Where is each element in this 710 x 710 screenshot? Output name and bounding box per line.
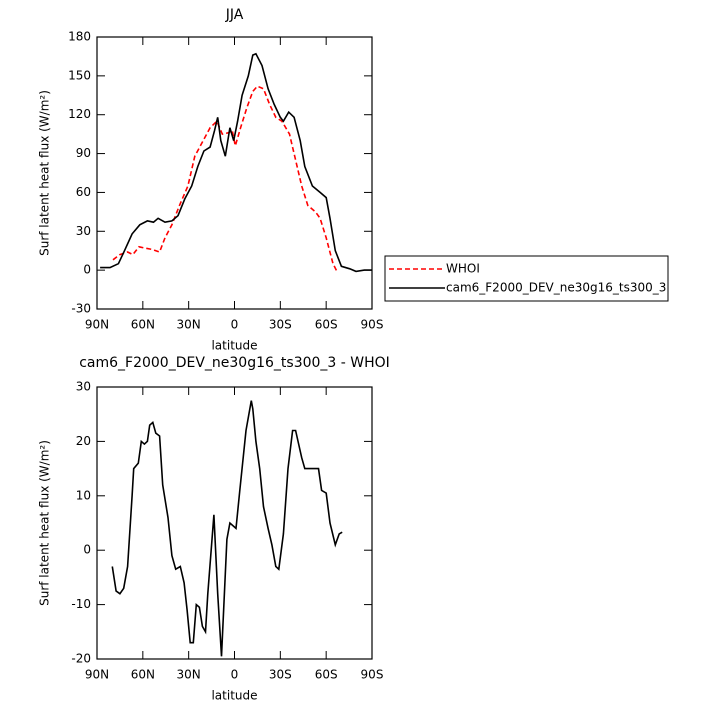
plot-frame bbox=[96, 36, 373, 310]
x-tick-label: 60S bbox=[315, 318, 338, 332]
legend-label: cam6_F2000_DEV_ne30g16_ts300_3 bbox=[446, 281, 666, 295]
x-tick-label: 30S bbox=[269, 318, 292, 332]
y-tick-label: -20 bbox=[71, 652, 91, 666]
x-axis-label: latitude bbox=[211, 339, 257, 353]
y-tick-label: 120 bbox=[68, 107, 91, 121]
y-tick-label: -10 bbox=[71, 597, 91, 611]
x-axis-label: latitude bbox=[211, 689, 257, 703]
data-line bbox=[111, 400, 343, 657]
y-tick-label: 20 bbox=[76, 434, 91, 448]
legend-box bbox=[384, 255, 669, 302]
y-tick-label: 30 bbox=[76, 224, 91, 238]
x-tick-label: 90N bbox=[85, 318, 109, 332]
y-tick-label: 30 bbox=[76, 380, 91, 394]
legend-label: WHOI bbox=[446, 262, 480, 276]
y-axis-label: Surf latent heat flux (W/m²) bbox=[38, 90, 52, 256]
x-tick-label: 30S bbox=[269, 668, 292, 682]
chart-title: JJA bbox=[225, 7, 244, 23]
x-tick-label: 60N bbox=[131, 668, 155, 682]
y-tick-label: 0 bbox=[83, 543, 91, 557]
y-axis-label: Surf latent heat flux (W/m²) bbox=[38, 440, 52, 606]
x-tick-label: 0 bbox=[231, 668, 239, 682]
x-tick-label: 90S bbox=[361, 318, 384, 332]
y-tick-label: 10 bbox=[76, 488, 91, 502]
x-tick-label: 30N bbox=[177, 318, 201, 332]
data-line bbox=[112, 85, 339, 274]
y-tick-label: 180 bbox=[68, 30, 91, 44]
x-tick-label: 90S bbox=[361, 668, 384, 682]
data-line bbox=[100, 52, 372, 273]
x-tick-label: 0 bbox=[231, 318, 239, 332]
x-tick-label: 60N bbox=[131, 318, 155, 332]
chart-title: cam6_F2000_DEV_ne30g16_ts300_3 - WHOI bbox=[79, 355, 390, 371]
y-tick-label: 0 bbox=[83, 263, 91, 277]
y-tick-label: 90 bbox=[76, 146, 91, 160]
y-tick-label: 60 bbox=[76, 185, 91, 199]
x-tick-label: 60S bbox=[315, 668, 338, 682]
x-tick-label: 90N bbox=[85, 668, 109, 682]
x-tick-label: 30N bbox=[177, 668, 201, 682]
y-tick-label: 150 bbox=[68, 68, 91, 82]
plot-frame bbox=[96, 386, 373, 660]
y-tick-label: -30 bbox=[71, 302, 91, 316]
